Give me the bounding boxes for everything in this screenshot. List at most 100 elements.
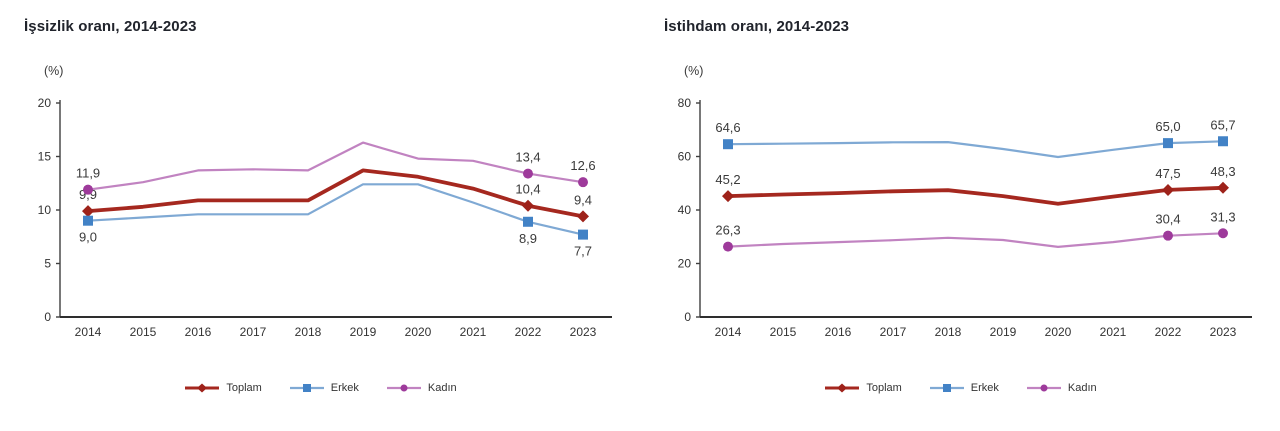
data-label: 64,6 xyxy=(715,120,740,135)
x-tick-label: 2022 xyxy=(1155,325,1182,339)
marker-kadın xyxy=(723,241,733,252)
legend-swatch xyxy=(825,383,860,393)
chart-title: İşsizlik oranı, 2014-2023 xyxy=(24,18,197,35)
x-tick-label: 2021 xyxy=(460,325,487,339)
y-tick-label: 80 xyxy=(678,96,692,110)
unemployment-rate-chart-panel: İşsizlik oranı, 2014-2023 (%) 0 5 10 15 20 20… xyxy=(0,18,640,395)
y-tick-label: 0 xyxy=(44,310,51,324)
series-line-kadın xyxy=(86,141,585,191)
marker-kadın xyxy=(83,184,93,195)
legend: Toplam Erkek Kadın xyxy=(640,381,1280,395)
legend-marker xyxy=(942,384,951,392)
data-label: 13,4 xyxy=(515,150,540,165)
legend-swatch xyxy=(1026,384,1061,392)
legend-swatch xyxy=(289,384,324,392)
x-tick-label: 2020 xyxy=(1045,325,1072,339)
legend-label: Erkek xyxy=(970,382,999,394)
y-axis-unit-label: (%) xyxy=(684,64,704,78)
data-label: 65,0 xyxy=(1155,119,1180,134)
series-line-erkek xyxy=(726,140,1225,159)
series-line-toplam xyxy=(86,168,585,219)
legend-swatch xyxy=(386,384,421,392)
legend-swatch xyxy=(929,384,964,392)
series-line-toplam xyxy=(726,185,1225,206)
x-tick-label: 2018 xyxy=(295,325,322,339)
marker-erkek xyxy=(1218,136,1228,147)
x-tick-label: 2019 xyxy=(990,325,1017,339)
series-line-erkek xyxy=(86,183,585,236)
x-tick-label: 2020 xyxy=(405,325,432,339)
legend-marker xyxy=(837,383,848,393)
legend-item-kadın: Kadın xyxy=(1025,381,1097,395)
y-tick-label: 40 xyxy=(678,203,692,217)
marker-erkek xyxy=(578,229,588,240)
marker-toplam xyxy=(577,210,589,223)
y-tick-label: 0 xyxy=(684,310,691,324)
legend-label: Erkek xyxy=(330,382,359,394)
legend-item-toplam: Toplam xyxy=(183,381,262,395)
legend-label: Toplam xyxy=(226,382,262,394)
legend-item-erkek: Erkek xyxy=(288,381,359,395)
marker-toplam xyxy=(82,205,94,218)
data-label: 30,4 xyxy=(1155,212,1180,227)
data-label: 11,9 xyxy=(76,166,100,181)
x-tick-label: 2021 xyxy=(1100,325,1127,339)
marker-erkek xyxy=(1163,138,1173,149)
marker-kadın xyxy=(1218,228,1228,239)
marker-kadın xyxy=(1163,230,1173,241)
x-tick-label: 2022 xyxy=(515,325,542,339)
marker-kadın xyxy=(578,177,588,188)
y-tick-label: 20 xyxy=(678,257,692,271)
marker-toplam xyxy=(1162,183,1174,196)
legend-item-erkek: Erkek xyxy=(928,381,999,395)
employment-line-chart: 0 20 40 60 80 2014 2015 2016 2017 2018 2019 2020 202… xyxy=(678,96,1252,339)
series-line-kadın xyxy=(726,232,1225,248)
data-label: 31,3 xyxy=(1210,209,1235,224)
chart-title: İstihdam oranı, 2014-2023 xyxy=(664,18,850,35)
x-tick-label: 2019 xyxy=(350,325,377,339)
x-tick-label: 2016 xyxy=(185,325,212,339)
marker-toplam xyxy=(522,199,534,212)
data-label: 9,0 xyxy=(79,230,97,245)
marker-kadın xyxy=(523,168,533,179)
data-label: 8,9 xyxy=(519,231,537,246)
data-label: 26,3 xyxy=(715,223,740,238)
y-tick-label: 60 xyxy=(678,150,692,164)
data-label: 48,3 xyxy=(1210,164,1235,179)
legend-label: Toplam xyxy=(866,382,902,394)
marker-toplam xyxy=(722,190,734,203)
legend-item-kadın: Kadın xyxy=(385,381,457,395)
legend: Toplam Erkek Kadın xyxy=(0,381,640,395)
x-tick-label: 2014 xyxy=(75,325,102,339)
employment-rate-chart-panel: İstihdam oranı, 2014-2023 (%) 0 20 40 60 80 2… xyxy=(640,0,1280,431)
marker-erkek xyxy=(523,216,533,227)
y-tick-label: 10 xyxy=(38,203,52,217)
unemployment-line-chart: 0 5 10 15 20 2014 2015 2016 2017 2018 2019 2020 2021… xyxy=(38,96,612,339)
marker-erkek xyxy=(83,215,93,226)
x-tick-label: 2023 xyxy=(1210,325,1237,339)
y-axis-unit-label: (%) xyxy=(44,64,64,78)
data-label: 7,7 xyxy=(574,244,592,259)
y-tick-label: 5 xyxy=(44,257,51,271)
x-tick-label: 2023 xyxy=(570,325,597,339)
data-label: 12,6 xyxy=(570,158,595,173)
legend-swatch xyxy=(185,383,220,393)
legend-marker xyxy=(400,384,408,392)
x-tick-label: 2017 xyxy=(880,325,907,339)
data-label: 10,4 xyxy=(515,182,540,197)
marker-toplam xyxy=(1217,181,1229,194)
x-tick-label: 2015 xyxy=(770,325,797,339)
x-tick-label: 2016 xyxy=(825,325,852,339)
data-label: 47,5 xyxy=(1155,166,1180,181)
legend-label: Kadın xyxy=(427,382,457,394)
marker-erkek xyxy=(723,139,733,150)
x-tick-label: 2014 xyxy=(715,325,742,339)
y-tick-label: 15 xyxy=(38,150,52,164)
legend-label: Kadın xyxy=(1067,382,1097,394)
data-label: 45,2 xyxy=(715,172,740,187)
legend-item-toplam: Toplam xyxy=(823,381,902,395)
x-tick-label: 2015 xyxy=(130,325,157,339)
y-tick-label: 20 xyxy=(38,96,52,110)
data-label: 65,7 xyxy=(1210,117,1235,132)
